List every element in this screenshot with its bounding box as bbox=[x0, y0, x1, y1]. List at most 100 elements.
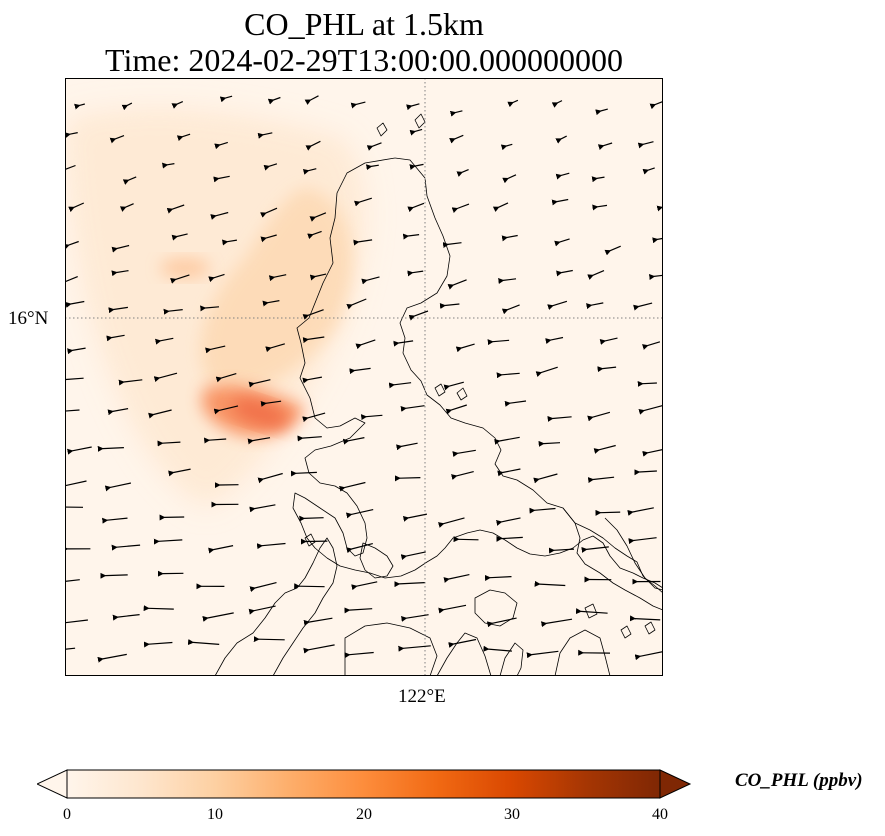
wind-vector-arrow bbox=[65, 619, 88, 627]
wind-vector-arrow bbox=[297, 435, 322, 442]
wind-vector-arrow bbox=[547, 300, 568, 310]
wind-vector-arrow bbox=[339, 481, 366, 492]
wind-vector-arrow bbox=[554, 238, 570, 247]
wind-vector-arrow bbox=[171, 101, 184, 109]
wind-vector-arrow bbox=[219, 95, 233, 103]
wind-vector-arrow bbox=[526, 650, 559, 659]
wind-vector-arrow bbox=[350, 101, 366, 109]
wind-vector-arrow bbox=[595, 108, 608, 116]
wind-vectors bbox=[65, 95, 663, 663]
wind-vector-arrow bbox=[299, 515, 324, 522]
wind-vector-arrow bbox=[597, 142, 613, 150]
wind-vector-arrow bbox=[604, 245, 621, 256]
wind-vector-arrow bbox=[187, 639, 220, 646]
wind-vector-arrow bbox=[107, 408, 129, 416]
wind-vector-arrow bbox=[496, 535, 523, 542]
wind-vector-arrow bbox=[448, 638, 477, 648]
wind-vector-arrow bbox=[260, 234, 277, 243]
wind-vector-arrow bbox=[504, 400, 527, 407]
wind-vector-arrow bbox=[398, 645, 431, 652]
wind-vector-arrow bbox=[68, 202, 85, 213]
colorbar-label: CO_PHL (ppbv) bbox=[735, 770, 863, 791]
wind-vector-arrow bbox=[97, 653, 127, 663]
wind-vector-arrow bbox=[408, 310, 429, 321]
wind-vector-arrow bbox=[213, 175, 230, 183]
wind-vector-arrow bbox=[443, 381, 464, 391]
wind-vector-arrow bbox=[535, 366, 558, 377]
wind-vector-arrow bbox=[344, 651, 374, 659]
wind-vector-arrow bbox=[205, 345, 226, 354]
wind-vector-arrow bbox=[111, 544, 141, 551]
wind-vector-arrow bbox=[65, 376, 84, 383]
wind-vector-arrow bbox=[67, 347, 86, 355]
wind-vector-arrow bbox=[263, 163, 278, 171]
chart-title-line-2: Time: 2024-02-29T13:00:00.000000000 bbox=[105, 42, 623, 78]
wind-vector-arrow bbox=[592, 204, 608, 211]
wind-vector-arrow bbox=[361, 276, 380, 285]
wind-vector-arrow bbox=[587, 411, 611, 422]
wind-vector-arrow bbox=[353, 239, 373, 246]
wind-vector-arrow bbox=[439, 303, 460, 309]
wind-vector-arrow bbox=[65, 132, 78, 139]
wind-vector-arrow bbox=[575, 608, 608, 615]
wind-vector-arrow bbox=[388, 382, 412, 389]
wind-vector-arrow bbox=[407, 202, 425, 213]
wind-vector-arrow bbox=[268, 274, 287, 282]
wind-vector-arrow bbox=[108, 306, 128, 314]
wind-vector-arrow bbox=[253, 636, 285, 643]
coastline-islet-7 bbox=[620, 625, 632, 639]
wind-vector-arrow bbox=[257, 132, 273, 139]
wind-vector-arrow bbox=[249, 504, 276, 513]
wind-vector-arrow bbox=[102, 517, 128, 524]
wind-vector-arrow bbox=[649, 100, 663, 110]
wind-vector-arrow bbox=[161, 162, 175, 169]
wind-vector-arrow bbox=[507, 99, 519, 108]
wind-vector-arrow bbox=[249, 582, 277, 593]
coastline-samar bbox=[604, 517, 663, 594]
colorbar-gradient bbox=[66, 769, 661, 799]
wind-vector-arrow bbox=[648, 273, 663, 280]
chart-title-line-1: CO_PHL at 1.5km bbox=[244, 6, 484, 42]
colorbar-tick-10: 10 bbox=[207, 806, 223, 823]
wind-vector-arrow bbox=[449, 110, 463, 117]
wind-vector-arrow bbox=[355, 339, 376, 350]
coastline-marinduque bbox=[359, 542, 394, 579]
wind-vector-arrow bbox=[153, 372, 178, 383]
wind-vector-arrow bbox=[155, 337, 174, 345]
wind-vector-arrow bbox=[170, 274, 190, 284]
wind-vector-arrow bbox=[104, 482, 132, 492]
concentration-plume-mid bbox=[200, 188, 352, 391]
wind-vector-arrow bbox=[305, 140, 321, 151]
wind-vector-arrow bbox=[354, 197, 372, 207]
wind-vector-arrow bbox=[260, 207, 278, 218]
wind-vector-arrow bbox=[202, 612, 234, 622]
wind-vector-arrow bbox=[143, 641, 173, 648]
wind-vector-arrow bbox=[451, 203, 470, 213]
colorbar bbox=[35, 768, 693, 802]
wind-vector-arrow bbox=[484, 574, 512, 581]
longitude-tick-label: 122°E bbox=[398, 686, 446, 707]
wind-vector-arrow bbox=[65, 164, 76, 174]
wind-vector-arrow bbox=[452, 449, 476, 458]
wind-vector-arrow bbox=[593, 444, 616, 454]
wind-vector-arrow bbox=[595, 509, 621, 516]
wind-vector-arrow bbox=[409, 128, 423, 136]
wind-vector-arrow bbox=[215, 373, 237, 383]
wind-vector-arrow bbox=[400, 551, 426, 561]
wind-vector-arrow bbox=[500, 143, 513, 151]
wind-vector-arrow bbox=[496, 372, 520, 379]
wind-vector-arrow bbox=[443, 574, 470, 583]
wind-vector-arrow bbox=[547, 415, 572, 422]
wind-vector-arrow bbox=[65, 647, 76, 650]
wind-vector-arrow bbox=[67, 446, 92, 455]
wind-vector-arrow bbox=[307, 230, 322, 240]
wind-vector-arrow bbox=[407, 270, 424, 277]
coastline-islet-3 bbox=[434, 383, 446, 397]
wind-vector-arrow bbox=[502, 174, 517, 184]
wind-vector-arrow bbox=[143, 605, 174, 612]
wind-vector-arrow bbox=[456, 169, 469, 177]
wind-vector-arrow bbox=[628, 537, 657, 545]
wind-vector-arrow bbox=[65, 579, 80, 582]
wind-vector-arrow bbox=[210, 211, 229, 220]
wind-vector-arrow bbox=[267, 96, 281, 105]
